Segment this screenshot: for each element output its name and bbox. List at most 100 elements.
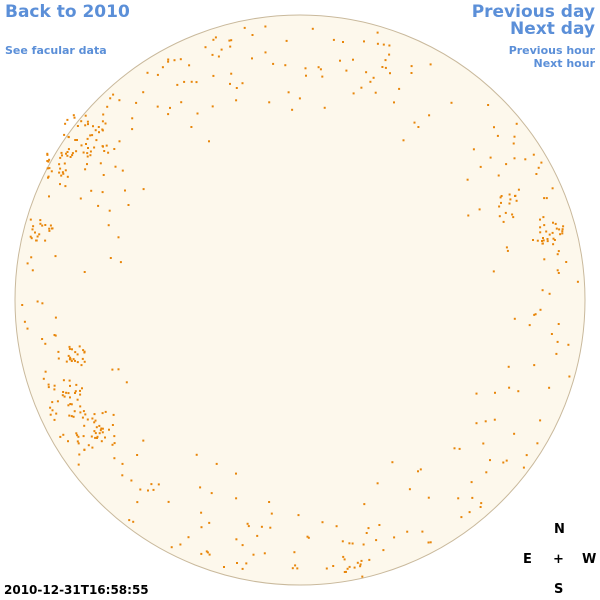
feature-dot	[351, 542, 354, 545]
feature-dot	[68, 379, 71, 382]
feature-dot	[82, 349, 85, 352]
feature-dot	[99, 162, 102, 165]
feature-dot	[360, 559, 363, 562]
feature-dot	[568, 375, 571, 378]
feature-dot	[482, 442, 485, 445]
feature-dot	[91, 417, 94, 420]
feature-dot	[190, 126, 193, 128]
feature-dot	[376, 42, 379, 45]
feature-dot	[567, 343, 570, 346]
feature-dot	[73, 116, 76, 119]
feature-dot	[101, 431, 104, 434]
feature-dot	[89, 154, 92, 157]
feature-dot	[142, 188, 145, 191]
feature-dot	[68, 414, 71, 417]
feature-dot	[108, 428, 110, 431]
feature-dot	[543, 224, 546, 227]
feature-dot	[534, 313, 537, 316]
feature-dot	[229, 45, 232, 48]
feature-dot	[535, 173, 538, 175]
feature-dot	[61, 154, 63, 157]
feature-dot	[75, 432, 78, 435]
feature-dot	[541, 289, 544, 292]
feature-dot	[90, 189, 93, 192]
feature-dot	[111, 368, 114, 371]
feature-dot	[504, 211, 507, 214]
feature-dot	[152, 488, 155, 491]
feature-dot	[541, 240, 543, 242]
feature-dot	[104, 436, 106, 439]
feature-dot	[26, 327, 29, 330]
feature-dot	[59, 156, 62, 159]
feature-dot	[507, 365, 510, 368]
feature-dot	[393, 101, 395, 104]
feature-dot	[47, 383, 50, 386]
feature-dot	[59, 167, 62, 170]
feature-dot	[60, 174, 63, 177]
feature-dot	[156, 73, 159, 76]
feature-dot	[94, 129, 97, 132]
next-day-link[interactable]: Next day	[510, 19, 595, 39]
feature-dot	[542, 216, 545, 219]
feature-dot	[484, 420, 487, 423]
feature-dot	[108, 209, 111, 212]
feature-dot	[46, 167, 49, 170]
feature-dot	[540, 161, 543, 164]
feature-dot	[73, 410, 76, 413]
feature-dot	[217, 55, 220, 58]
feature-dot	[552, 221, 554, 224]
previous-day-link[interactable]: Previous day	[471, 2, 595, 22]
feature-dot	[297, 514, 300, 517]
feature-dot	[69, 356, 72, 359]
feature-dot	[287, 91, 290, 94]
feature-dot	[319, 68, 322, 71]
feature-dot	[493, 418, 496, 421]
feature-dot	[81, 416, 84, 419]
feature-dot	[86, 418, 89, 421]
feature-dot	[72, 358, 75, 361]
feature-dot	[511, 213, 514, 216]
feature-dot	[556, 253, 559, 256]
feature-dot	[536, 239, 539, 242]
feature-dot	[551, 231, 554, 234]
feature-dot	[86, 137, 89, 140]
feature-dot	[112, 413, 115, 416]
feature-dot	[61, 171, 64, 174]
feature-dot	[102, 113, 105, 116]
feature-dot	[85, 143, 87, 145]
feature-dot	[419, 468, 422, 471]
feature-dot	[101, 129, 104, 132]
feature-dot	[212, 74, 215, 77]
feature-dot	[82, 410, 85, 413]
feature-dot	[91, 134, 94, 137]
back-to-year-link[interactable]: Back to 2010	[5, 2, 130, 22]
feature-dot	[101, 191, 104, 194]
feature-dot	[208, 140, 210, 143]
feature-dot	[332, 565, 335, 567]
feature-dot	[114, 165, 117, 168]
feature-dot	[93, 430, 96, 433]
feature-dot	[517, 188, 520, 191]
feature-dot	[260, 525, 263, 528]
feature-dot	[36, 235, 39, 238]
feature-dot	[53, 418, 56, 421]
feature-dot	[206, 551, 209, 554]
feature-dot	[241, 82, 244, 85]
next-hour-link[interactable]: Next hour	[533, 57, 596, 70]
see-facular-data-link[interactable]: See facular data	[5, 44, 107, 57]
feature-dot	[92, 125, 94, 128]
feature-dot	[93, 421, 96, 424]
feature-dot	[509, 198, 512, 201]
feature-dot	[70, 415, 73, 418]
feature-dot	[62, 433, 65, 436]
feature-dot	[205, 550, 208, 553]
feature-dot	[113, 435, 116, 438]
feature-dot	[360, 86, 363, 89]
previous-hour-link[interactable]: Previous hour	[508, 44, 595, 57]
feature-dot	[30, 237, 33, 240]
feature-dot	[49, 224, 52, 227]
feature-dot	[89, 134, 92, 137]
feature-dot	[408, 488, 411, 491]
feature-dot	[353, 566, 356, 569]
